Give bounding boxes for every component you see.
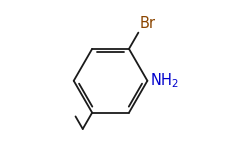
Text: Br: Br: [140, 16, 156, 32]
Text: NH$_2$: NH$_2$: [150, 71, 179, 90]
